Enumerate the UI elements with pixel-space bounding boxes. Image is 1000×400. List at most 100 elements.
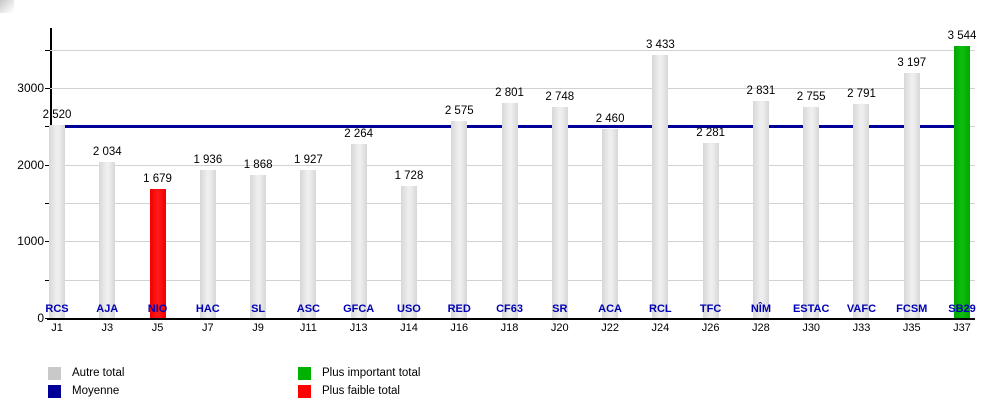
value-label-J18: 2 801 (495, 87, 524, 100)
matchday-label-J9: J9 (252, 322, 264, 334)
team-label-RCS: RCS (45, 303, 69, 315)
value-label-J33: 2 791 (847, 88, 876, 101)
y-tick-major-3000 (45, 88, 50, 89)
matchday-label-J18: J18 (500, 322, 519, 334)
matchday-label-J30: J30 (802, 322, 821, 334)
team-label-GFCA: GFCA (343, 303, 375, 315)
matchday-label-J11: J11 (299, 322, 317, 334)
bar-J37-SB29 (954, 46, 971, 318)
y-tick-label-1000: 1000 (17, 234, 44, 249)
team-label-RCL: RCL (649, 303, 672, 315)
team-label-HAC: HAC (195, 303, 220, 315)
matchday-label-J28: J28 (752, 322, 770, 334)
matchday-label-J24: J24 (651, 322, 670, 334)
team-label-NIO: NIO (147, 303, 168, 315)
matchday-label-J33: J33 (852, 322, 871, 334)
bar-J3-AJA (99, 162, 116, 318)
value-label-J1: 2 520 (42, 108, 72, 121)
bar-J7-HAC (199, 169, 216, 318)
value-label-J7: 1 936 (193, 153, 223, 166)
value-label-J24: 3 433 (645, 38, 675, 51)
team-label-VAFC: VAFC (846, 303, 877, 315)
legend-swatch-autre-total (48, 366, 61, 380)
y-tick-label-3000: 3000 (17, 81, 44, 95)
bar-J22-ACA (602, 129, 619, 318)
legend-swatch-plus-important-total (298, 366, 311, 380)
matchday-label-J26: J26 (701, 322, 720, 334)
matchday-label-J16: J16 (450, 322, 469, 334)
value-label-J22: 2 460 (595, 113, 625, 126)
team-label-SB29: SB29 (948, 303, 976, 315)
team-label-AJA: AJA (96, 303, 119, 315)
matchday-label-J3: J3 (101, 322, 114, 334)
y-tick-label-0: 0 (37, 311, 44, 325)
bar-J24-RCL (652, 54, 669, 318)
y-tick-major-2000 (45, 164, 50, 166)
bar-J16-RED (451, 120, 468, 318)
bar-J33-VAFC (853, 104, 870, 318)
legend-item-plus-important-total: Plus important total (298, 364, 420, 382)
legend-item-moyenne: Moyenne (48, 382, 124, 400)
team-label-ESTAC: ESTAC (792, 303, 830, 315)
bar-J28-NÎM (752, 100, 769, 318)
value-label-J16: 2 575 (444, 104, 474, 117)
bar-J1-RCS (49, 124, 65, 318)
legend-label-autre-total: Autre total (72, 367, 125, 379)
gridline-3500 (50, 49, 975, 51)
legend: Autre total Moyenne Plus important total… (0, 364, 1000, 400)
team-label-SR: SR (552, 303, 568, 315)
bar-J35-FCSM (903, 72, 920, 318)
matchday-label-J37: J37 (953, 322, 971, 334)
matchday-label-J13: J13 (349, 322, 368, 334)
value-label-J30: 2 755 (796, 90, 826, 103)
matchday-label-J35: J35 (902, 322, 921, 334)
legend-label-plus-faible-total: Plus faible total (322, 385, 400, 397)
team-label-USO: USO (397, 303, 421, 315)
value-label-J5: 1 679 (143, 173, 172, 186)
legend-swatch-plus-faible-total (298, 384, 311, 398)
y-tick-3500 (45, 49, 50, 51)
bar-J14-USO (400, 185, 417, 318)
value-label-J28: 2 831 (746, 84, 776, 97)
legend-swatch-moyenne (48, 384, 61, 398)
matchday-label-J5: J5 (151, 322, 164, 334)
team-label-TFC: TFC (699, 303, 722, 315)
matchday-label-J7: J7 (202, 322, 214, 334)
team-label-CF63: CF63 (496, 303, 523, 315)
value-label-J35: 3 197 (897, 56, 927, 69)
legend-item-plus-faible-total: Plus faible total (298, 382, 420, 400)
team-label-ACA: ACA (598, 303, 622, 315)
value-label-J26: 2 281 (696, 127, 726, 140)
bar-J30-ESTAC (803, 106, 820, 318)
y-tick-2500 (45, 126, 50, 128)
gridline-3000 (50, 88, 975, 89)
value-label-J9: 1 868 (243, 158, 273, 171)
team-label-FCSM: FCSM (896, 303, 928, 315)
matchday-label-J14: J14 (400, 322, 418, 334)
bar-J13-GFCA (350, 144, 367, 318)
x-axis-line (47, 318, 975, 320)
legend-item-autre-total: Autre total (48, 364, 124, 382)
value-label-J37: 3 544 (947, 30, 977, 43)
bar-J20-SR (551, 107, 568, 318)
team-label-SL: SL (251, 303, 266, 315)
legend-label-plus-important-total: Plus important total (322, 367, 421, 379)
matchday-label-J20: J20 (550, 322, 569, 334)
y-tick-500 (45, 279, 50, 281)
team-label-RED: RED (447, 303, 471, 315)
bar-J11-ASC (300, 170, 317, 318)
matchday-label-J1: J1 (51, 322, 63, 334)
y-tick-major-1000 (45, 241, 50, 243)
bar-J18-CF63 (501, 103, 518, 318)
team-label-ASC: ASC (296, 303, 320, 315)
value-label-J11: 1 927 (294, 154, 323, 167)
bar-J5-NIO (149, 189, 166, 318)
y-tick-1500 (45, 203, 50, 204)
value-label-J13: 2 264 (344, 128, 374, 141)
matchday-label-J22: J22 (601, 322, 619, 334)
y-tick-label-2000: 2000 (17, 157, 44, 172)
corner-decoration (0, 0, 14, 13)
value-label-J14: 1 728 (394, 169, 424, 182)
team-label-NÎM: NÎM (750, 303, 771, 315)
